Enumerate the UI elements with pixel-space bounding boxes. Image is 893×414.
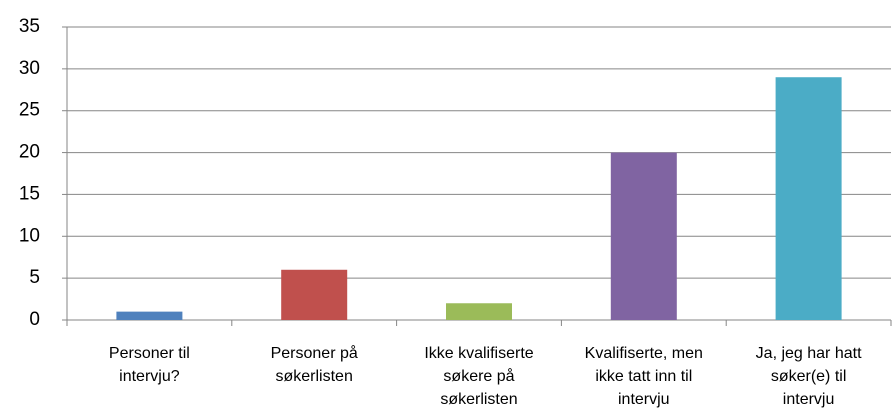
- bar: [610, 152, 677, 320]
- y-tick-label: 20: [19, 142, 40, 163]
- y-tick-label: 30: [19, 58, 40, 79]
- x-tick-label: Kvalifiserte, men ikke tatt inn til inte…: [584, 345, 703, 408]
- y-tick-label: 0: [29, 309, 40, 330]
- x-tick-label: Ja, jeg har hatt søker(e) til intervju: [755, 345, 862, 408]
- x-tick-label: Ikke kvalifiserte søkere på søkerlisten: [424, 345, 534, 408]
- y-tick-label: 5: [29, 267, 40, 288]
- bar: [775, 77, 842, 320]
- x-tick-label: Personer på søkerlisten: [270, 345, 358, 385]
- bar: [446, 303, 512, 320]
- y-tick-label: 10: [19, 225, 40, 246]
- y-tick-label: 25: [19, 100, 40, 121]
- bar: [281, 269, 348, 320]
- x-tick-label: Personer til intervju?: [108, 345, 190, 385]
- y-tick-label: 15: [19, 183, 40, 204]
- bar: [116, 311, 183, 320]
- y-tick-label: 35: [19, 16, 40, 37]
